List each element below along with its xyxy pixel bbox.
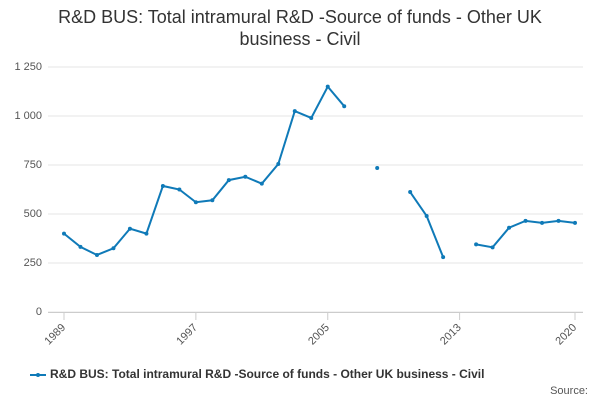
point	[276, 162, 281, 167]
point	[193, 200, 198, 205]
point	[292, 109, 297, 114]
point	[424, 213, 429, 218]
point	[523, 218, 528, 223]
legend-label: R&D BUS: Total intramural R&D -Source of…	[50, 367, 484, 381]
chart-title: R&D BUS: Total intramural R&D -Source of…	[58, 7, 542, 49]
point	[210, 198, 215, 203]
point	[111, 246, 116, 251]
point	[408, 190, 413, 195]
point	[490, 245, 495, 250]
y-tick-label: 750	[24, 159, 42, 171]
point	[78, 244, 83, 249]
point	[556, 218, 561, 223]
point	[507, 225, 512, 230]
y-tick-label: 1 250	[14, 61, 42, 73]
point	[474, 242, 479, 247]
point	[160, 183, 165, 188]
line	[475, 219, 576, 249]
line	[63, 84, 345, 257]
point	[573, 220, 577, 225]
point	[309, 115, 314, 120]
point	[226, 178, 231, 183]
y-tick-label: 500	[24, 208, 42, 220]
point	[243, 174, 248, 179]
point	[441, 255, 446, 260]
y-tick-label: 1 000	[14, 110, 42, 122]
point	[177, 187, 182, 192]
y-tick-label: 250	[24, 257, 42, 269]
x-tick-label: 2005	[306, 322, 332, 348]
point	[259, 181, 264, 186]
legend-symbol	[36, 373, 40, 377]
point	[127, 226, 132, 231]
x-tick-label: 1997	[174, 322, 200, 348]
point	[62, 231, 66, 236]
point	[94, 252, 99, 257]
y-tick-label: 0	[36, 306, 42, 318]
line	[409, 191, 445, 258]
x-tick-label: 1989	[42, 322, 68, 348]
source: Source:	[550, 385, 588, 397]
x-tick-label: 2020	[553, 322, 579, 348]
point	[342, 104, 347, 109]
point	[540, 220, 545, 225]
point	[144, 231, 149, 236]
point	[375, 165, 380, 170]
point	[325, 84, 330, 89]
x-tick-label: 2013	[438, 322, 464, 348]
